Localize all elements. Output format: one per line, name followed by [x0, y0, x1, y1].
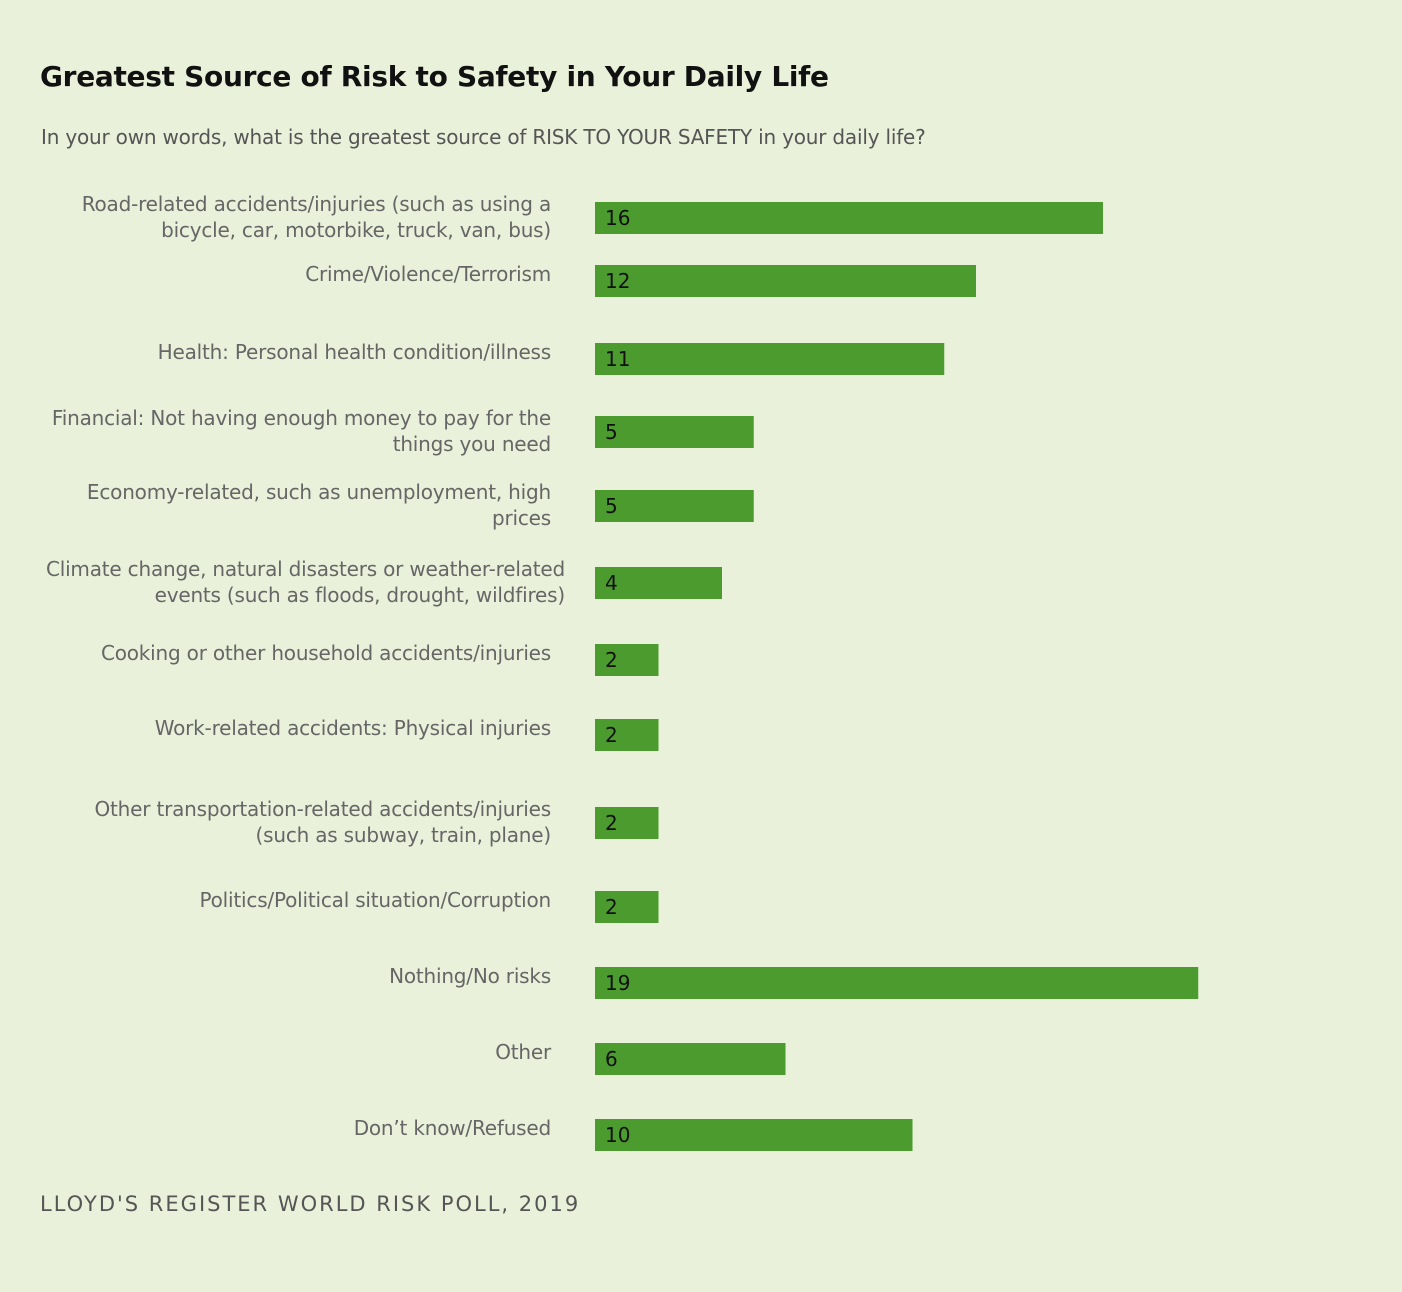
bar [595, 490, 754, 522]
category-label-line: Economy-related, such as unemployment, h… [87, 480, 551, 504]
bar-value-label: 10 [605, 1123, 630, 1147]
category-label: Health: Personal health condition/illnes… [158, 340, 551, 364]
bar [595, 807, 659, 839]
bar-value-label: 16 [605, 206, 630, 230]
category-label: Road-related accidents/injuries (such as… [82, 192, 551, 242]
bar [595, 1119, 913, 1151]
category-label-line: Other transportation-related accidents/i… [95, 797, 552, 821]
category-label: Work-related accidents: Physical injurie… [155, 716, 551, 740]
bar [595, 891, 659, 923]
category-label: Other [495, 1040, 552, 1064]
category-label-line: Financial: Not having enough money to pa… [52, 406, 551, 430]
chart-title: Greatest Source of Risk to Safety in You… [40, 60, 829, 93]
category-label-line: Other [495, 1040, 552, 1064]
bar [595, 567, 722, 599]
bar-value-label: 11 [605, 347, 630, 371]
bar [595, 265, 976, 297]
bar [595, 967, 1199, 999]
category-label: Nothing/No risks [389, 964, 551, 988]
bar [595, 343, 945, 375]
category-label: Cooking or other household accidents/inj… [101, 641, 551, 665]
category-label-line: (such as subway, train, plane) [256, 823, 551, 847]
category-label: Don’t know/Refused [354, 1116, 551, 1140]
category-label: Climate change, natural disasters or wea… [46, 557, 565, 607]
bar-value-label: 5 [605, 420, 618, 444]
category-label: Economy-related, such as unemployment, h… [87, 480, 551, 530]
category-label-line: Health: Personal health condition/illnes… [158, 340, 551, 364]
category-label-line: Work-related accidents: Physical injurie… [155, 716, 551, 740]
bar [595, 1043, 786, 1075]
chart-subtitle: In your own words, what is the greatest … [41, 125, 926, 149]
bar [595, 719, 659, 751]
bar-value-label: 12 [605, 269, 630, 293]
category-label-line: bicycle, car, motorbike, truck, van, bus… [161, 218, 551, 242]
source-note: LLOYD'S REGISTER WORLD RISK POLL, 2019 [40, 1192, 581, 1216]
category-label: Other transportation-related accidents/i… [95, 797, 552, 847]
category-label-line: Nothing/No risks [389, 964, 551, 988]
bar [595, 644, 659, 676]
category-label-line: events (such as floods, drought, wildfir… [155, 583, 565, 607]
category-label-line: Politics/Political situation/Corruption [200, 888, 552, 912]
bar-value-label: 19 [605, 971, 630, 995]
bar-value-label: 4 [605, 571, 618, 595]
bar [595, 202, 1103, 234]
bar-value-label: 2 [605, 895, 618, 919]
bar-value-label: 6 [605, 1047, 618, 1071]
bar [595, 416, 754, 448]
bar-value-label: 2 [605, 723, 618, 747]
category-label-line: Climate change, natural disasters or wea… [46, 557, 565, 581]
category-label-line: Crime/Violence/Terrorism [305, 262, 551, 286]
category-label: Financial: Not having enough money to pa… [52, 406, 551, 456]
bar-value-label: 2 [605, 811, 618, 835]
category-label: Crime/Violence/Terrorism [305, 262, 551, 286]
category-label-line: things you need [393, 432, 551, 456]
category-label-line: Cooking or other household accidents/inj… [101, 641, 551, 665]
bar-value-label: 5 [605, 494, 618, 518]
category-label: Politics/Political situation/Corruption [200, 888, 552, 912]
category-label-line: Road-related accidents/injuries (such as… [82, 192, 551, 216]
category-label-line: prices [492, 506, 551, 530]
bar-value-label: 2 [605, 648, 618, 672]
category-label-line: Don’t know/Refused [354, 1116, 551, 1140]
